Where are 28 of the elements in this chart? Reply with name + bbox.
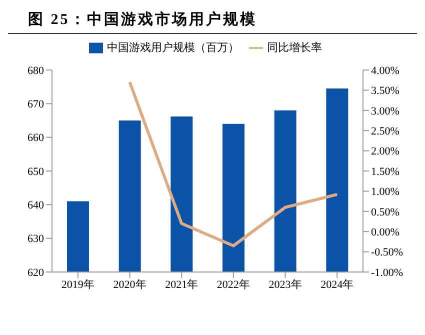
y2-tick-label: 3.00%	[371, 105, 400, 118]
legend-label: 中国游戏用户规模（百万）	[107, 41, 239, 54]
y-tick-label: 630	[28, 233, 44, 246]
y2-tick-label: 3.50%	[371, 85, 400, 98]
y2-tick-label: 0.50%	[371, 206, 400, 218]
y-tick-label: 620	[28, 266, 44, 279]
y-tick-label: 650	[28, 166, 44, 178]
line-series	[128, 80, 339, 248]
x-tick-label: 2024年	[320, 278, 354, 291]
y2-tick-label: 1.00%	[371, 186, 400, 198]
y-tick-label: 640	[28, 200, 44, 212]
legend-label: 同比增长率	[267, 41, 322, 54]
x-tick-label: 2023年	[268, 278, 302, 291]
chart-title: 图 25：中国游戏市场用户规模	[8, 8, 417, 34]
x-tick-label: 2022年	[216, 278, 250, 291]
y2-tick-label: 2.50%	[371, 126, 400, 138]
y-tick-label: 680	[28, 64, 44, 77]
y2-tick-label: -0.50%	[371, 246, 404, 259]
y2-tick-label: -1.00%	[371, 266, 404, 279]
y2-tick-label: 2.00%	[371, 146, 400, 158]
x-tick-label: 2020年	[113, 278, 146, 291]
y2-tick-label: 0.00%	[371, 226, 400, 239]
x-tick-label: 2021年	[165, 278, 198, 291]
y2-tick-label: 4.00%	[371, 64, 400, 77]
y-tick-label: 660	[28, 132, 44, 144]
y-tick-label: 670	[28, 98, 44, 111]
x-tick-label: 2019年	[61, 278, 94, 291]
y2-tick-label: 1.50%	[371, 166, 400, 178]
